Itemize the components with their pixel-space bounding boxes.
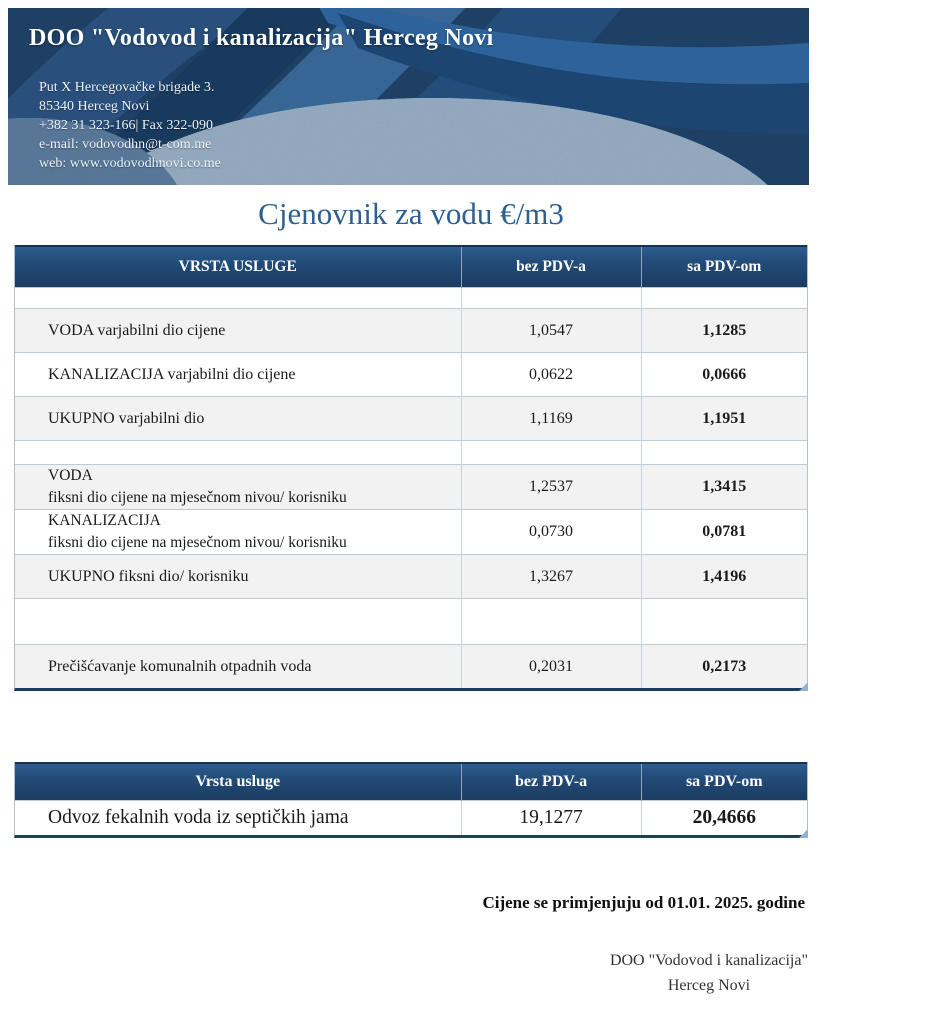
- price-with-vat-cell: 0,0666: [640, 352, 807, 397]
- price-without-vat-cell: 1,3267: [460, 554, 641, 599]
- price-without-vat-cell: 19,1277: [460, 800, 641, 835]
- spacer-cell: [15, 287, 461, 309]
- service-name-cell: VODA varjabilni dio cijene: [15, 308, 461, 353]
- spacer-cell: [640, 287, 807, 309]
- effective-date-note: Cijene se primjenjuju od 01.01. 2025. go…: [482, 893, 805, 912]
- column-header-service-type: Vrsta usluge: [15, 762, 461, 801]
- price-with-vat-cell: 20,4666: [640, 800, 807, 835]
- price-with-vat-cell: 0,2173: [640, 644, 807, 688]
- water-table-header-row: VRSTA USLUGE bez PDV-a sa PDV-om: [15, 245, 807, 288]
- banner-water-photo-artwork: [8, 8, 809, 185]
- table-row: VODA varjabilni dio cijene 1,0547 1,1285: [15, 308, 807, 353]
- price-with-vat-cell: 1,3415: [640, 464, 807, 510]
- service-name-cell: KANALIZACIJA varjabilni dio cijene: [15, 352, 461, 397]
- company-website: web: www.vodovodhnovi.co.me: [39, 156, 221, 171]
- price-without-vat-cell: 0,0730: [460, 509, 641, 555]
- company-banner: DOO "Vodovod i kanalizacija" Herceg Novi…: [8, 8, 809, 185]
- price-without-vat-cell: 1,1169: [460, 396, 641, 441]
- company-phone: +382 31 323-166| Fax 322-090: [39, 118, 214, 133]
- column-header-with-vat: sa PDV-om: [640, 245, 807, 288]
- service-name-cell: Prečišćavanje komunalnih otpadnih voda: [15, 644, 461, 688]
- company-address-street: Put X Hercegovačke brigade 3.: [39, 80, 215, 95]
- spacer-row: [15, 598, 807, 645]
- table-row: KANALIZACIJA varjabilni dio cijene 0,0622…: [15, 352, 807, 397]
- table-corner-notch: [799, 682, 808, 691]
- signature-company: DOO "Vodovod i kanalizacija": [609, 952, 808, 969]
- septic-price-table: Vrsta usluge bez PDV-a sa PDV-om Odvoz f…: [14, 762, 808, 838]
- water-price-table: VRSTA USLUGE bez PDV-a sa PDV-om VODA va…: [14, 245, 808, 691]
- septic-table-header-row: Vrsta usluge bez PDV-a sa PDV-om: [15, 762, 807, 801]
- service-name-cell: UKUPNO varjabilni dio: [15, 396, 461, 441]
- service-name-cell: KANALIZACIJA fiksni dio cijene na mjesečn…: [15, 509, 461, 555]
- spacer-cell: [15, 440, 461, 465]
- company-address-city: 85340 Herceg Novi: [39, 99, 150, 114]
- table-corner-notch: [799, 829, 808, 838]
- service-name-cell: Odvoz fekalnih voda iz septičkih jama: [15, 800, 461, 835]
- service-name-cell: VODA fiksni dio cijene na mjesečnom nivou…: [15, 464, 461, 510]
- table-row: KANALIZACIJA fiksni dio cijene na mjesečn…: [15, 509, 807, 555]
- price-without-vat-cell: 1,2537: [460, 464, 641, 510]
- spacer-row: [15, 287, 807, 309]
- column-header-service-type: VRSTA USLUGE: [15, 245, 461, 288]
- company-name: DOO "Vodovod i kanalizacija" Herceg Novi: [29, 25, 494, 51]
- price-without-vat-cell: 0,2031: [460, 644, 641, 688]
- company-email: e-mail: vodovodhn@t-com.me: [39, 137, 212, 152]
- table-row: UKUPNO fiksni dio/ korisniku 1,3267 1,4196: [15, 554, 807, 599]
- spacer-cell: [460, 598, 641, 645]
- price-with-vat-cell: 1,4196: [640, 554, 807, 599]
- price-without-vat-cell: 1,0547: [460, 308, 641, 353]
- table-row: UKUPNO varjabilni dio 1,1169 1,1951: [15, 396, 807, 441]
- spacer-cell: [640, 440, 807, 465]
- page-title: Cjenovnik za vodu €/m3: [258, 196, 564, 231]
- price-without-vat-cell: 0,0622: [460, 352, 641, 397]
- column-header-without-vat: bez PDV-a: [460, 245, 641, 288]
- spacer-cell: [15, 598, 461, 645]
- spacer-cell: [640, 598, 807, 645]
- spacer-row: [15, 440, 807, 465]
- signature-city: Herceg Novi: [667, 977, 751, 994]
- signature-block: DOO "Vodovod i kanalizacija" Herceg Novi: [14, 948, 808, 998]
- price-with-vat-cell: 1,1951: [640, 396, 807, 441]
- table-row: VODA fiksni dio cijene na mjesečnom nivou…: [15, 464, 807, 510]
- column-header-without-vat: bez PDV-a: [460, 762, 641, 801]
- column-header-with-vat: sa PDV-om: [640, 762, 807, 801]
- company-contact-block: Put X Hercegovačke brigade 3. 85340 Herc…: [39, 78, 221, 173]
- table-row: Odvoz fekalnih voda iz septičkih jama 19,…: [15, 800, 807, 835]
- spacer-cell: [460, 287, 641, 309]
- spacer-cell: [460, 440, 641, 465]
- price-with-vat-cell: 0,0781: [640, 509, 807, 555]
- service-name-cell: UKUPNO fiksni dio/ korisniku: [15, 554, 461, 599]
- price-with-vat-cell: 1,1285: [640, 308, 807, 353]
- table-row: Prečišćavanje komunalnih otpadnih voda 0,…: [15, 644, 807, 688]
